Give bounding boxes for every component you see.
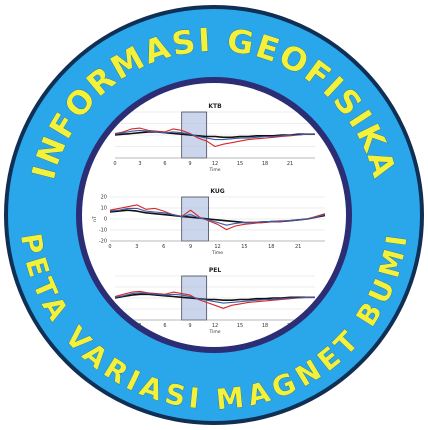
x-tick-label: 0 — [113, 161, 116, 167]
x-tick-label: 3 — [135, 244, 138, 250]
y-tick-label: 0 — [104, 217, 107, 223]
series-line — [114, 292, 315, 304]
x-tick-label: 15 — [237, 161, 243, 167]
series-line — [114, 131, 315, 139]
chart-title: KUG — [210, 188, 224, 195]
x-tick-label: 9 — [188, 323, 191, 329]
magnetic-variation-charts: KTB 0 3 6 9 12 15 18 21 Time KUG 20 10 0 -10 -20 nT 0 3 6 9 1… — [92, 103, 326, 335]
x-tick-label: 6 — [163, 323, 166, 329]
y-tick-label: -10 — [99, 228, 107, 234]
x-tick-label: 12 — [212, 161, 218, 167]
x-tick-label: 3 — [138, 161, 141, 167]
series-line — [114, 129, 315, 141]
series-line — [114, 127, 315, 148]
x-axis-label: Time — [208, 329, 220, 335]
x-tick-label: 12 — [214, 244, 220, 250]
x-tick-label: 18 — [262, 161, 268, 167]
chart-title: PEL — [209, 267, 221, 274]
x-tick-label: 9 — [189, 244, 192, 250]
chart-kug: KUG 20 10 0 -10 -20 nT 0 3 6 9 12 15 18 21 Time — [92, 188, 326, 256]
x-tick-label: 6 — [162, 244, 165, 250]
chart-ktb: KTB 0 3 6 9 12 15 18 21 Time — [113, 103, 315, 173]
x-tick-label: 21 — [295, 244, 301, 250]
chart-title: KTB — [208, 103, 222, 110]
series-line — [109, 207, 326, 226]
y-tick-label: 20 — [101, 195, 107, 201]
x-tick-label: 15 — [237, 323, 243, 329]
x-tick-label: 18 — [262, 323, 268, 329]
x-tick-label: 12 — [212, 323, 218, 329]
x-tick-label: 18 — [268, 244, 274, 250]
x-tick-label: 9 — [188, 161, 191, 167]
y-axis-label: nT — [92, 216, 98, 222]
y-tick-label: -20 — [99, 239, 107, 245]
x-tick-label: 0 — [108, 244, 111, 250]
x-tick-label: 6 — [163, 161, 166, 167]
inner-disc — [82, 83, 346, 347]
series-line — [114, 290, 315, 309]
y-tick-label: 10 — [101, 206, 107, 212]
x-axis-label: Time — [211, 250, 223, 256]
x-tick-label: 21 — [287, 161, 293, 167]
x-tick-label: 15 — [241, 244, 247, 250]
x-axis-label: Time — [208, 167, 220, 173]
series-line — [114, 293, 315, 302]
